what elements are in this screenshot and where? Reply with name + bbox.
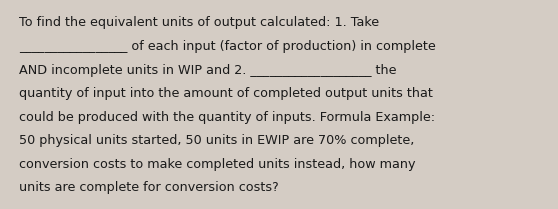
Text: units are complete for conversion costs?: units are complete for conversion costs? (19, 181, 278, 194)
Text: conversion costs to make completed units instead, how many: conversion costs to make completed units… (19, 158, 415, 171)
Text: To find the equivalent units of output calculated: 1. Take: To find the equivalent units of output c… (19, 17, 379, 29)
Text: _________________ of each input (factor of production) in complete: _________________ of each input (factor … (19, 40, 435, 53)
Text: 50 physical units started, 50 units in EWIP are 70% complete,: 50 physical units started, 50 units in E… (19, 134, 414, 147)
Text: AND incomplete units in WIP and 2. ___________________ the: AND incomplete units in WIP and 2. _____… (19, 64, 396, 76)
Text: quantity of input into the amount of completed output units that: quantity of input into the amount of com… (19, 87, 432, 100)
Text: could be produced with the quantity of inputs. Formula Example:: could be produced with the quantity of i… (19, 111, 435, 124)
